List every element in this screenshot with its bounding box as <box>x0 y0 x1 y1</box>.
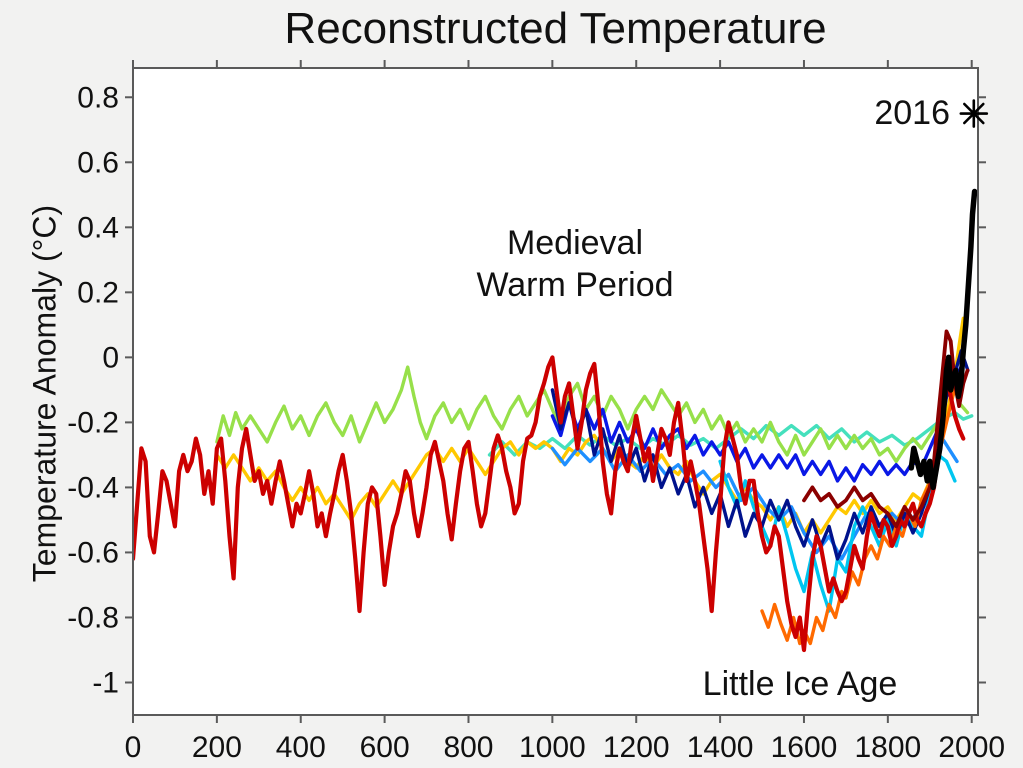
series-lines <box>133 188 978 653</box>
x-axis-tick-label: 0 <box>125 731 142 764</box>
series-line-black <box>908 188 978 491</box>
y-axis-tick-label: 0.2 <box>77 276 119 309</box>
chart-title: Reconstructed Temperature <box>284 4 827 53</box>
y-axis-tick-label: -0.6 <box>67 536 119 569</box>
x-axis-tick-label: 1400 <box>687 731 754 764</box>
axes-box <box>132 67 979 716</box>
x-axis-tick-label: 2000 <box>938 731 1005 764</box>
y-axis-tick-label: -1 <box>92 666 119 699</box>
annotation-mwp-line2: Warm Period <box>476 266 674 304</box>
y-axis-tick-label: 0.8 <box>77 81 119 114</box>
annotation-medieval-warm-period: Medieval Warm Period <box>425 222 725 306</box>
annotation-2016-label: 2016 <box>874 94 950 132</box>
y-axis-label: Temperature Anomaly (°C) <box>26 204 63 583</box>
series-line-red <box>133 355 966 653</box>
series-line-dark-red <box>802 329 970 529</box>
star-marker-icon <box>959 99 989 128</box>
y-axis-tick-label: 0.4 <box>77 211 119 244</box>
y-axis-tick-label: 0 <box>102 341 119 374</box>
x-axis-tick-label: 1800 <box>854 731 921 764</box>
x-axis-tick-label: 1200 <box>603 731 670 764</box>
series-line-turquoise <box>487 410 974 457</box>
annotation-mwp-line1: Medieval <box>506 224 644 262</box>
y-axis-tick-label: -0.2 <box>67 406 119 439</box>
x-axis-tick-label: 200 <box>192 731 242 764</box>
series-line-blue <box>550 362 965 483</box>
annotation-little-ice-age: Little Ice Age <box>702 665 898 703</box>
x-axis-tick-label: 600 <box>360 731 410 764</box>
x-axis-tick-label: 1600 <box>771 731 838 764</box>
y-axis-tick-label: -0.4 <box>67 471 119 504</box>
series-line-gold <box>215 316 965 535</box>
y-axis-tick-label: -0.8 <box>67 601 119 634</box>
star-ray <box>963 102 985 125</box>
y-axis-tick-label: 0.6 <box>77 146 119 179</box>
x-axis-tick-label: 1000 <box>519 731 586 764</box>
x-axis-tick-label: 800 <box>443 731 493 764</box>
x-axis-tick-label: 400 <box>276 731 326 764</box>
